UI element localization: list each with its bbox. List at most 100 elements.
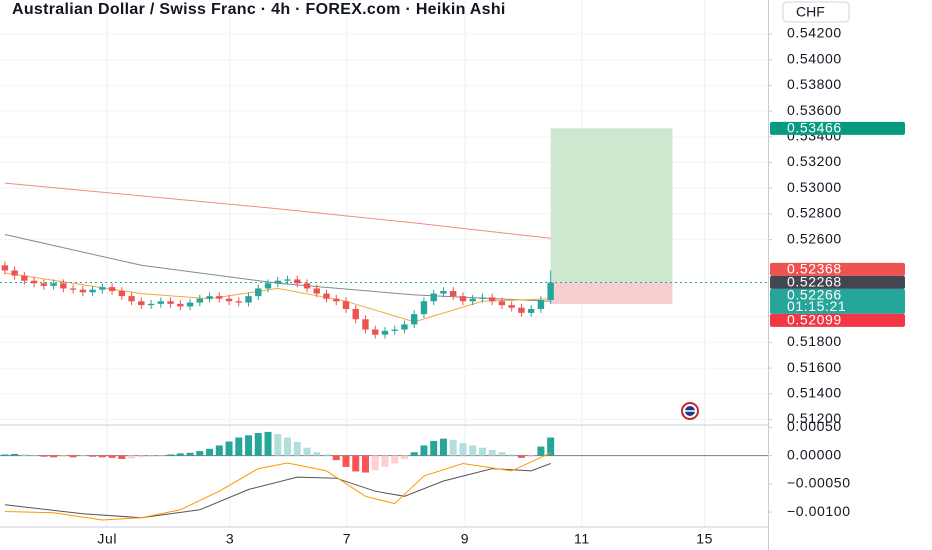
y-tick-label: 0.00050 (787, 418, 842, 434)
histogram-bar (128, 455, 136, 459)
moving-average (4, 272, 551, 323)
candle-body (264, 283, 272, 289)
histogram-bar (264, 431, 272, 456)
y-tick-label: 0.53000 (787, 179, 842, 195)
x-tick-label: Jul (97, 531, 117, 547)
histogram-bar (420, 445, 428, 456)
candle-body (128, 296, 135, 302)
candle-body (206, 296, 213, 299)
candle-body (147, 303, 155, 306)
candle-body (50, 283, 57, 286)
y-tick-label: 0.54000 (787, 50, 842, 66)
price-label-bg (770, 275, 905, 289)
moving-average (4, 182, 551, 239)
candle-body (401, 324, 408, 330)
histogram-bar (147, 455, 155, 457)
histogram-bar (410, 452, 418, 456)
candle-body (547, 282, 554, 300)
currency-button[interactable] (782, 1, 850, 23)
candle-body (40, 283, 48, 286)
candle-body (488, 297, 496, 302)
candle-body (69, 288, 77, 290)
y-tick-label: 0.53800 (787, 76, 842, 92)
candle-body (21, 275, 28, 281)
candle-body (391, 329, 398, 331)
histogram-bar (332, 455, 340, 461)
candle-body (255, 288, 262, 297)
symbol-title: Australian Dollar / Swiss Franc · 4h · F… (12, 1, 506, 18)
candle-body (177, 303, 184, 307)
candle-body (79, 289, 87, 293)
histogram-bar (517, 455, 525, 458)
histogram-bar (284, 437, 292, 456)
histogram-bar (469, 445, 477, 456)
y-tick-label: 0.00000 (787, 446, 842, 462)
countdown-label: 01:15:21 (787, 298, 846, 314)
histogram-bar (303, 447, 311, 456)
moving-average (4, 234, 551, 302)
x-tick-label: 15 (696, 531, 713, 547)
histogram-bar (108, 455, 116, 458)
candle-body (537, 299, 545, 309)
candle-body (323, 293, 330, 299)
y-tick-label: 0.53200 (787, 153, 842, 169)
price-label-bg (770, 313, 905, 327)
profit-zone (550, 128, 673, 283)
histogram-bar (98, 455, 106, 458)
histogram-bar (11, 453, 19, 456)
broker-icon (681, 402, 699, 420)
histogram-bar (508, 454, 516, 456)
y-tick-label: 0.51800 (787, 333, 842, 349)
candle-body (420, 301, 428, 315)
histogram-bar (459, 443, 467, 456)
histogram-bar (352, 455, 360, 472)
candle-body (333, 298, 340, 302)
candle-body (89, 289, 96, 293)
candle-body (118, 290, 126, 297)
histogram-bar (1, 454, 9, 456)
candle-body (381, 330, 389, 335)
y-tick-label: 0.51600 (787, 359, 842, 375)
candle-body (216, 296, 223, 299)
candle-body (167, 301, 174, 304)
candle-body (60, 283, 67, 289)
y-tick-label: 0.51200 (787, 410, 842, 426)
y-tick-label: −0.00050 (787, 475, 851, 491)
histogram-bar (478, 447, 486, 456)
price-label-bg (770, 262, 905, 276)
candle-body (313, 288, 320, 294)
currency-label[interactable]: CHF (796, 4, 825, 20)
histogram-bar (537, 446, 545, 456)
candle-body (274, 280, 281, 284)
candle-body (196, 298, 203, 303)
plot-layer (0, 128, 768, 521)
macd-line (4, 452, 551, 521)
axis-layer: Jul 3 7 9 11 15 0.51200 0.51400 0.51600 0.51800 0.… (97, 25, 905, 547)
candle-body (508, 305, 515, 308)
candle-body (440, 290, 447, 294)
candle-body (30, 280, 38, 284)
y-tick-label: 0.52800 (787, 205, 842, 221)
candle-body (469, 298, 476, 302)
y-tick-label: −0.00100 (787, 503, 851, 519)
candle-body (284, 279, 291, 281)
candle-body (225, 298, 233, 302)
y-tick-label: 0.52600 (787, 230, 842, 246)
histogram-bar (137, 455, 145, 458)
histogram-bar (50, 455, 58, 458)
candle-body (342, 301, 350, 309)
histogram-bar (293, 442, 301, 456)
histogram-bar (439, 438, 447, 456)
histogram-bar (342, 455, 350, 467)
candle-body (157, 301, 165, 304)
histogram-bar (254, 433, 262, 456)
histogram-bar (69, 455, 77, 458)
histogram-bar (59, 455, 67, 457)
y-tick-label: 0.51400 (787, 384, 842, 400)
histogram-bar (167, 454, 175, 456)
histogram-bar (118, 455, 126, 459)
price-label: 0.52268 (787, 273, 842, 289)
header: Australian Dollar / Swiss Franc · 4h · F… (12, 1, 506, 18)
candle-body (108, 287, 116, 291)
